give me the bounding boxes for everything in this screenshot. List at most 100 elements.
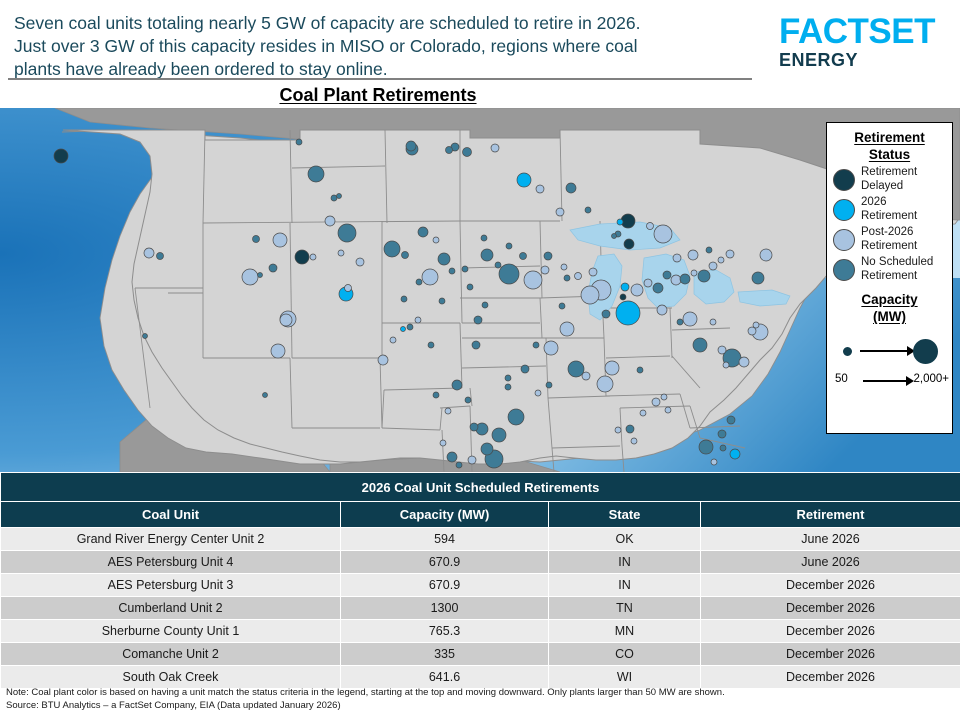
plant-bubble-no-scheduled-retirement[interactable] [567, 360, 585, 378]
table-row[interactable]: AES Petersburg Unit 3 670.9 IN December 202… [0, 573, 960, 597]
plant-bubble-no-scheduled-retirement[interactable] [466, 283, 474, 291]
plant-bubble-no-scheduled-retirement[interactable] [480, 248, 494, 262]
plant-bubble-no-scheduled-retirement[interactable] [505, 242, 513, 250]
plant-bubble-post-2026-retirement[interactable] [651, 397, 661, 407]
plant-bubble-no-scheduled-retirement[interactable] [473, 315, 483, 325]
plant-bubble-no-scheduled-retirement[interactable] [469, 422, 479, 432]
plant-bubble-2026-retirement[interactable] [400, 326, 406, 332]
table-row[interactable]: Cumberland Unit 2 1300 TN December 2026 [0, 596, 960, 620]
plant-bubble-retirement-delayed[interactable] [294, 249, 310, 265]
plant-bubble-no-scheduled-retirement[interactable] [751, 271, 765, 285]
plant-bubble-no-scheduled-retirement[interactable] [252, 235, 260, 243]
plant-bubble-no-scheduled-retirement[interactable] [471, 340, 481, 350]
plant-bubble-no-scheduled-retirement[interactable] [437, 252, 451, 266]
plant-bubble-no-scheduled-retirement[interactable] [142, 333, 148, 339]
plant-bubble-no-scheduled-retirement[interactable] [445, 146, 453, 154]
plant-bubble-no-scheduled-retirement[interactable] [432, 391, 440, 399]
plant-bubble-no-scheduled-retirement[interactable] [336, 193, 342, 199]
plant-bubble-no-scheduled-retirement[interactable] [625, 424, 635, 434]
plant-bubble-2026-retirement[interactable] [729, 448, 741, 460]
plant-bubble-post-2026-retirement[interactable] [747, 326, 757, 336]
plant-bubble-post-2026-retirement[interactable] [614, 426, 622, 434]
plant-bubble-no-scheduled-retirement[interactable] [464, 396, 472, 404]
plant-bubble-post-2026-retirement[interactable] [414, 316, 422, 324]
plant-bubble-no-scheduled-retirement[interactable] [451, 379, 463, 391]
plant-bubble-no-scheduled-retirement[interactable] [705, 246, 713, 254]
plant-bubble-post-2026-retirement[interactable] [355, 257, 365, 267]
column-header-state[interactable]: State [548, 501, 701, 528]
plant-bubble-post-2026-retirement[interactable] [467, 455, 477, 465]
plant-bubble-no-scheduled-retirement[interactable] [543, 251, 553, 261]
plant-bubble-post-2026-retirement[interactable] [660, 393, 668, 401]
plant-bubble-no-scheduled-retirement[interactable] [565, 182, 577, 194]
legend-item-retirement-delayed[interactable]: Retirement Delayed [833, 166, 952, 193]
plant-bubble-post-2026-retirement[interactable] [639, 409, 647, 417]
plant-bubble-no-scheduled-retirement[interactable] [383, 240, 401, 258]
legend-item-post-2026-retirement[interactable]: Post-2026 Retirement [833, 226, 952, 253]
plant-bubble-no-scheduled-retirement[interactable] [507, 408, 525, 426]
plant-bubble-no-scheduled-retirement[interactable] [491, 427, 507, 443]
plant-bubble-post-2026-retirement[interactable] [241, 268, 259, 286]
plant-bubble-post-2026-retirement[interactable] [664, 406, 672, 414]
plant-bubble-no-scheduled-retirement[interactable] [558, 302, 566, 310]
plant-bubble-no-scheduled-retirement[interactable] [697, 269, 711, 283]
plant-bubble-no-scheduled-retirement[interactable] [480, 234, 488, 242]
plant-bubble-post-2026-retirement[interactable] [717, 256, 725, 264]
plant-bubble-no-scheduled-retirement[interactable] [519, 252, 527, 260]
plant-bubble-no-scheduled-retirement[interactable] [156, 252, 164, 260]
table-row[interactable]: Comanche Unit 2 335 CO December 2026 [0, 642, 960, 666]
plant-bubble-retirement-delayed[interactable] [619, 293, 627, 301]
column-header-capacity[interactable]: Capacity (MW) [340, 501, 549, 528]
plant-bubble-post-2026-retirement[interactable] [738, 356, 750, 368]
plant-bubble-no-scheduled-retirement[interactable] [438, 297, 446, 305]
plant-bubble-no-scheduled-retirement[interactable] [406, 323, 414, 331]
plant-bubble-no-scheduled-retirement[interactable] [679, 273, 691, 285]
plant-bubble-post-2026-retirement[interactable] [421, 268, 439, 286]
plant-bubble-post-2026-retirement[interactable] [324, 215, 336, 227]
plant-bubble-post-2026-retirement[interactable] [270, 343, 286, 359]
plant-bubble-no-scheduled-retirement[interactable] [307, 165, 325, 183]
plant-bubble-no-scheduled-retirement[interactable] [504, 374, 512, 382]
plant-bubble-post-2026-retirement[interactable] [560, 263, 568, 271]
plant-bubble-2026-retirement[interactable] [615, 300, 641, 326]
plant-bubble-post-2026-retirement[interactable] [543, 340, 559, 356]
plant-bubble-post-2026-retirement[interactable] [643, 278, 653, 288]
plant-bubble-no-scheduled-retirement[interactable] [532, 341, 540, 349]
plant-bubble-no-scheduled-retirement[interactable] [545, 381, 553, 389]
plant-bubble-post-2026-retirement[interactable] [344, 284, 352, 292]
column-header-retirement[interactable]: Retirement [700, 501, 960, 528]
plant-bubble-post-2026-retirement[interactable] [690, 269, 698, 277]
plant-bubble-post-2026-retirement[interactable] [670, 274, 682, 286]
plant-bubble-no-scheduled-retirement[interactable] [262, 392, 268, 398]
plant-bubble-no-scheduled-retirement[interactable] [601, 309, 611, 319]
plant-bubble-post-2026-retirement[interactable] [309, 253, 317, 261]
plant-bubble-post-2026-retirement[interactable] [540, 265, 550, 275]
plant-bubble-post-2026-retirement[interactable] [444, 407, 452, 415]
plant-bubble-post-2026-retirement[interactable] [490, 143, 500, 153]
plant-bubble-post-2026-retirement[interactable] [337, 249, 345, 257]
plant-bubble-post-2026-retirement[interactable] [272, 232, 288, 248]
plant-bubble-post-2026-retirement[interactable] [604, 360, 620, 376]
plant-bubble-no-scheduled-retirement[interactable] [257, 272, 263, 278]
plant-bubble-no-scheduled-retirement[interactable] [563, 274, 571, 282]
table-row[interactable]: South Oak Creek 641.6 WI December 2026 [0, 665, 960, 689]
plant-bubble-post-2026-retirement[interactable] [709, 318, 717, 326]
plant-bubble-no-scheduled-retirement[interactable] [427, 341, 435, 349]
plant-bubble-no-scheduled-retirement[interactable] [692, 337, 708, 353]
plant-bubble-no-scheduled-retirement[interactable] [726, 415, 736, 425]
plant-bubble-post-2026-retirement[interactable] [432, 236, 440, 244]
plant-bubble-no-scheduled-retirement[interactable] [504, 383, 512, 391]
plant-bubble-no-scheduled-retirement[interactable] [662, 270, 672, 280]
plant-bubble-post-2026-retirement[interactable] [725, 249, 735, 259]
plant-bubble-post-2026-retirement[interactable] [687, 249, 699, 261]
plant-bubble-post-2026-retirement[interactable] [672, 253, 682, 263]
plant-bubble-no-scheduled-retirement[interactable] [481, 301, 489, 309]
plant-bubble-post-2026-retirement[interactable] [574, 272, 582, 280]
plant-bubble-post-2026-retirement[interactable] [646, 222, 654, 230]
legend-item-no-scheduled-retirement[interactable]: No Scheduled Retirement [833, 256, 952, 283]
plant-bubble-no-scheduled-retirement[interactable] [719, 444, 727, 452]
plant-bubble-post-2026-retirement[interactable] [656, 304, 668, 316]
plant-bubble-no-scheduled-retirement[interactable] [480, 442, 494, 456]
plant-bubble-post-2026-retirement[interactable] [717, 345, 727, 355]
plant-bubble-no-scheduled-retirement[interactable] [268, 263, 278, 273]
